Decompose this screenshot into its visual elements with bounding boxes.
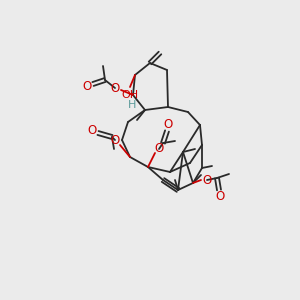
Text: O: O	[110, 134, 120, 146]
Text: O: O	[154, 142, 164, 155]
Text: O: O	[202, 173, 211, 187]
Text: H: H	[128, 100, 136, 110]
Text: O: O	[164, 118, 172, 130]
Text: O: O	[110, 82, 120, 94]
Text: O: O	[215, 190, 225, 203]
Text: OH: OH	[122, 90, 139, 100]
Text: O: O	[87, 124, 97, 137]
Text: O: O	[82, 80, 91, 94]
